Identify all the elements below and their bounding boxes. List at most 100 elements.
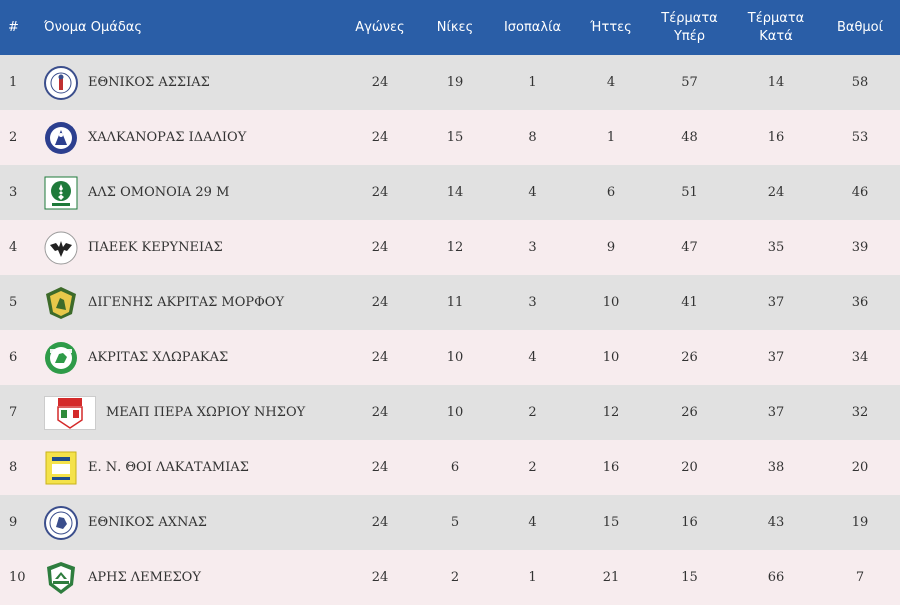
position-cell: 6 (9, 350, 18, 365)
team-cell: ΑΛΣ ΟΜΟΝΟΙΑ 29 Μ (40, 165, 340, 220)
goals-for-cell: 51 (681, 185, 698, 200)
played-cell: 24 (371, 240, 389, 255)
team-cell: ΕΘΝΙΚΟΣ ΑΧΝΑΣ (40, 495, 340, 550)
team-link[interactable]: ΧΑΛΚΑΝΟΡΑΣ ΙΔΑΛΙΟΥ (44, 121, 339, 155)
draws-cell: 1 (528, 570, 537, 585)
played-cell: 24 (371, 75, 389, 90)
goals-against-cell: 37 (767, 350, 785, 365)
losses-cell: 9 (606, 240, 616, 255)
team-name: Ε. Ν. ΘΟΙ ΛΑΚΑΤΑΜΙΑΣ (88, 460, 249, 475)
points-cell: 36 (851, 295, 869, 310)
team-link[interactable]: ΑΚΡΙΤΑΣ ΧΛΩΡΑΚΑΣ (44, 341, 339, 375)
header-points: Βαθμοί (836, 19, 884, 35)
table-row: 3 ΑΛΣ ΟΜΟΝΟΙΑ 29 Μ 24 14 4 6 51 24 46 (0, 165, 900, 220)
played-cell: 24 (371, 295, 389, 310)
wins-cell: 2 (450, 570, 460, 585)
goals-for-cell: 57 (681, 75, 698, 90)
position-cell: 1 (9, 75, 18, 90)
digenis-crest-icon (44, 286, 78, 320)
team-link[interactable]: ΔΙΓΕΝΗΣ ΑΚΡΙΤΑΣ ΜΟΡΦΟΥ (44, 286, 339, 320)
points-cell: 19 (851, 515, 869, 530)
team-link[interactable]: ΜΕΑΠ ΠΕΡΑ ΧΩΡΙΟΥ ΝΗΣΟΥ (44, 395, 339, 430)
team-name: ΑΡΗΣ ΛΕΜΕΣΟΥ (88, 570, 201, 585)
ethnikos-assias-crest-icon (44, 65, 78, 100)
goals-for-cell: 20 (681, 460, 698, 475)
points-cell: 58 (851, 75, 869, 90)
goals-against-cell: 43 (767, 515, 785, 530)
draws-cell: 3 (528, 240, 537, 255)
table-row: 8 Ε. Ν. ΘΟΙ ΛΑΚΑΤΑΜΙΑΣ 24 6 2 16 20 38 20 (0, 440, 900, 495)
header-team-name: Όνομα Ομάδας (44, 19, 142, 35)
position-cell: 10 (9, 570, 26, 585)
team-link[interactable]: ΑΛΣ ΟΜΟΝΟΙΑ 29 Μ (44, 176, 339, 210)
goals-for-cell: 26 (681, 350, 698, 365)
goals-against-cell: 66 (767, 570, 785, 585)
points-cell: 46 (851, 185, 869, 200)
points-cell: 53 (851, 130, 869, 145)
team-cell: Ε. Ν. ΘΟΙ ΛΑΚΑΤΑΜΙΑΣ (40, 440, 340, 495)
team-link[interactable]: ΑΡΗΣ ΛΕΜΕΣΟΥ (44, 561, 339, 595)
draws-cell: 4 (528, 515, 537, 530)
header-goals-for: Τέρματα Υπέρ (647, 0, 732, 55)
team-cell: ΧΑΛΚΑΝΟΡΑΣ ΙΔΑΛΙΟΥ (40, 110, 340, 165)
goals-against-cell: 14 (767, 75, 785, 90)
team-name: ΑΚΡΙΤΑΣ ΧΛΩΡΑΚΑΣ (88, 350, 229, 365)
wins-cell: 6 (450, 460, 460, 475)
team-cell: ΕΘΝΙΚΟΣ ΑΣΣΙΑΣ (40, 55, 340, 110)
header-losses: Ήττες (590, 19, 632, 35)
position-cell: 9 (9, 515, 18, 530)
meap-crest-icon (44, 395, 96, 430)
points-cell: 34 (851, 350, 869, 365)
losses-cell: 4 (606, 75, 616, 90)
wins-cell: 11 (446, 295, 464, 310)
played-cell: 24 (371, 570, 389, 585)
goals-against-cell: 38 (767, 460, 785, 475)
table-row: 1 ΕΘΝΙΚΟΣ ΑΣΣΙΑΣ 24 19 1 4 57 14 58 (0, 55, 900, 110)
wins-cell: 10 (446, 405, 464, 420)
position-cell: 4 (9, 240, 18, 255)
wins-cell: 15 (446, 130, 464, 145)
team-name: ΕΘΝΙΚΟΣ ΑΣΣΙΑΣ (88, 75, 210, 90)
aris-crest-icon (44, 561, 78, 595)
team-link[interactable]: ΠΑΕΕΚ ΚΕΡΥΝΕΙΑΣ (44, 231, 339, 265)
table-row: 10 ΑΡΗΣ ΛΕΜΕΣΟΥ 24 2 1 21 15 66 7 (0, 550, 900, 605)
thoi-crest-icon (44, 451, 78, 485)
team-cell: ΑΡΗΣ ΛΕΜΕΣΟΥ (40, 550, 340, 605)
goals-against-cell: 37 (767, 405, 785, 420)
goals-against-cell: 35 (767, 240, 785, 255)
points-cell: 7 (855, 570, 865, 585)
position-cell: 8 (9, 460, 18, 475)
draws-cell: 2 (528, 405, 537, 420)
table-row: 4 ΠΑΕΕΚ ΚΕΡΥΝΕΙΑΣ 24 12 3 9 47 35 39 (0, 220, 900, 275)
goals-for-cell: 41 (681, 295, 698, 310)
team-name: ΜΕΑΠ ΠΕΡΑ ΧΩΡΙΟΥ ΝΗΣΟΥ (106, 405, 306, 420)
table-row: 2 ΧΑΛΚΑΝΟΡΑΣ ΙΔΑΛΙΟΥ 24 15 8 1 48 16 53 (0, 110, 900, 165)
table-row: 6 ΑΚΡΙΤΑΣ ΧΛΩΡΑΚΑΣ 24 10 4 10 26 37 34 (0, 330, 900, 385)
points-cell: 32 (851, 405, 869, 420)
team-name: ΑΛΣ ΟΜΟΝΟΙΑ 29 Μ (88, 185, 230, 200)
team-link[interactable]: Ε. Ν. ΘΟΙ ΛΑΚΑΤΑΜΙΑΣ (44, 451, 339, 485)
goals-for-cell: 47 (681, 240, 698, 255)
draws-cell: 4 (528, 185, 537, 200)
team-link[interactable]: ΕΘΝΙΚΟΣ ΑΧΝΑΣ (44, 505, 339, 540)
position-cell: 5 (9, 295, 18, 310)
wins-cell: 12 (446, 240, 464, 255)
team-cell: ΔΙΓΕΝΗΣ ΑΚΡΙΤΑΣ ΜΟΡΦΟΥ (40, 275, 340, 330)
losses-cell: 21 (602, 570, 620, 585)
losses-cell: 1 (606, 130, 616, 145)
team-name: ΧΑΛΚΑΝΟΡΑΣ ΙΔΑΛΙΟΥ (88, 130, 247, 145)
played-cell: 24 (371, 130, 389, 145)
draws-cell: 8 (528, 130, 537, 145)
table-row: 9 ΕΘΝΙΚΟΣ ΑΧΝΑΣ 24 5 4 15 16 43 19 (0, 495, 900, 550)
header-goals-for-line2: Υπέρ (673, 28, 706, 44)
team-name: ΠΑΕΕΚ ΚΕΡΥΝΕΙΑΣ (88, 240, 223, 255)
header-position: # (8, 19, 19, 35)
goals-for-cell: 16 (681, 515, 698, 530)
goals-against-cell: 37 (767, 295, 785, 310)
ethnikos-achnas-crest-icon (44, 505, 78, 540)
header-wins: Νίκες (436, 19, 474, 35)
goals-for-cell: 48 (681, 130, 698, 145)
team-link[interactable]: ΕΘΝΙΚΟΣ ΑΣΣΙΑΣ (44, 65, 339, 100)
played-cell: 24 (371, 515, 389, 530)
